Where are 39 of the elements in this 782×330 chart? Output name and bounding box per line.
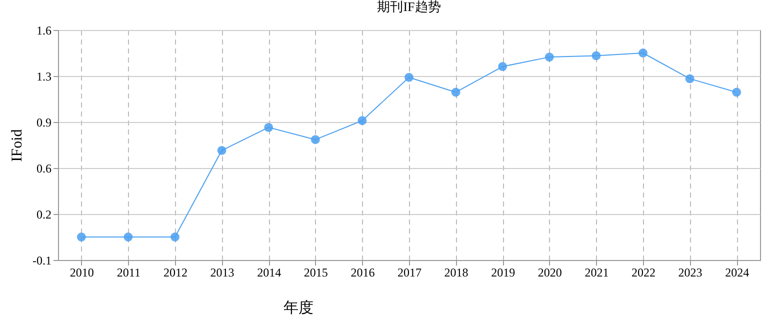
point — [685, 74, 694, 84]
point — [544, 52, 554, 62]
y-tick-label: 0.2 — [36, 208, 52, 222]
point — [451, 88, 460, 97]
point — [732, 88, 742, 97]
chart-title: 期刊IF趋势 — [377, 0, 441, 14]
x-tick-label: 2024 — [725, 266, 750, 280]
point — [592, 51, 601, 60]
point — [264, 122, 274, 132]
x-tick-label: 2013 — [210, 266, 234, 280]
x-tick-label: 2021 — [584, 266, 609, 280]
y-tick-label: 0.6 — [36, 162, 52, 176]
y-tick-label: 1.6 — [36, 24, 52, 38]
x-tick-label: 2014 — [257, 266, 282, 280]
x-tick-label: 2015 — [304, 266, 328, 280]
point — [217, 146, 226, 155]
x-tick-label: 2020 — [538, 266, 562, 280]
x-tick-label: 2018 — [444, 266, 468, 280]
point — [498, 62, 508, 71]
x-tick-label: 2019 — [491, 266, 516, 280]
point — [638, 48, 648, 58]
point — [404, 72, 414, 82]
x-tick-label: 2017 — [398, 266, 422, 280]
y-tick-label: 1.3 — [36, 70, 52, 84]
x-tick-label: 2016 — [350, 266, 375, 280]
x-tick-label: 2022 — [632, 266, 656, 280]
y-tick-label: 0.9 — [36, 116, 52, 130]
point — [358, 116, 367, 126]
x-tick-label: 2023 — [678, 266, 702, 280]
point — [124, 232, 133, 242]
x-axis-title: 年度 — [284, 300, 314, 316]
y-axis-title: IFoid — [10, 128, 26, 162]
point — [310, 135, 320, 144]
point — [76, 232, 86, 242]
y-tick-label: -0.1 — [32, 254, 52, 268]
point — [170, 232, 180, 242]
x-tick-label: 2011 — [116, 266, 140, 280]
x-tick-label: 2012 — [164, 266, 188, 280]
x-tick-label: 2010 — [70, 266, 94, 280]
